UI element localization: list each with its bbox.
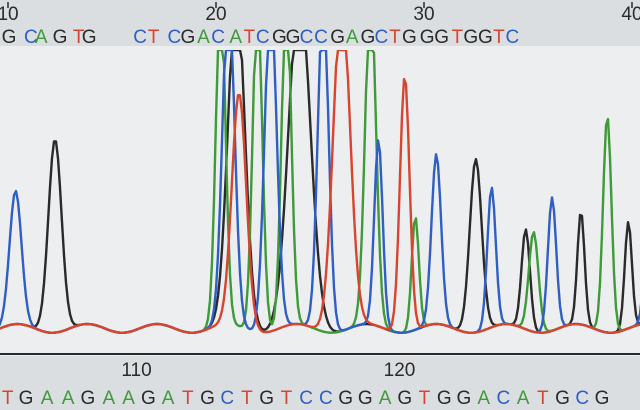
top-tick-label: 20 — [205, 4, 226, 25]
top-base-call: T — [389, 27, 401, 48]
bottom-base-call: A — [62, 388, 75, 409]
bottom-base-call: T — [241, 388, 253, 409]
bottom-base-call: A — [517, 388, 530, 409]
bottom-base-call: T — [182, 388, 194, 409]
bottom-base-call: A — [41, 388, 54, 409]
top-base-call: C — [211, 27, 225, 48]
top-base-calls: G CA G TG C T C G A C A T C GG C C G A G C T G G G T G G T C — [2, 27, 520, 48]
top-base-call: C — [256, 27, 270, 48]
top-base-call: C — [300, 27, 314, 48]
top-base-call: G — [181, 27, 196, 48]
top-base-call: G — [82, 27, 97, 48]
top-base-call: C — [374, 27, 388, 48]
top-base-call: C — [133, 27, 147, 48]
bottom-base-call: C — [220, 388, 234, 409]
bottom-tick-labels: 110120130 — [121, 360, 416, 381]
top-base-call: G — [53, 27, 68, 48]
top-base-call: T — [73, 27, 85, 48]
top-base-call: G — [402, 27, 417, 48]
top-base-call: G — [463, 27, 478, 48]
top-base-call: T — [148, 27, 160, 48]
top-base-call: G — [434, 27, 449, 48]
top-base-call: A — [35, 27, 48, 48]
top-base-call: G — [286, 27, 301, 48]
bottom-base-call: G — [358, 388, 373, 409]
top-base-call: G — [360, 27, 375, 48]
bottom-base-call: C — [319, 388, 333, 409]
bottom-base-call: A — [122, 388, 135, 409]
bottom-base-call: G — [80, 388, 95, 409]
bottom-base-call: A — [477, 388, 490, 409]
bottom-base-call: G — [437, 388, 452, 409]
bottom-base-call: C — [299, 388, 313, 409]
top-base-call: C — [314, 27, 328, 48]
bottom-tick-label: 110 — [121, 360, 151, 381]
top-base-call: G — [272, 27, 287, 48]
bottom-base-call: G — [200, 388, 215, 409]
top-base-call: G — [2, 27, 17, 48]
top-base-call: G — [330, 27, 345, 48]
bottom-tick-label: 120 — [384, 360, 416, 381]
bottom-base-call: G — [457, 388, 472, 409]
top-base-call: A — [346, 27, 359, 48]
bottom-base-call: T — [281, 388, 293, 409]
top-base-call: G — [478, 27, 493, 48]
trace-lines — [0, 50, 640, 334]
top-tick-label: 40 — [621, 4, 640, 25]
top-base-call: T — [243, 27, 255, 48]
bottom-base-call: A — [162, 388, 175, 409]
top-base-call: T — [451, 27, 463, 48]
top-tick-labels: 10 20 30 40 — [0, 2, 640, 25]
top-base-call: A — [197, 27, 210, 48]
bottom-base-call: A — [103, 388, 116, 409]
bottom-base-call: G — [141, 388, 156, 409]
bottom-base-call: G — [595, 388, 610, 409]
bottom-base-call: G — [397, 388, 412, 409]
top-base-call: A — [229, 27, 242, 48]
bottom-base-call: T — [537, 388, 549, 409]
top-base-call: G — [420, 27, 435, 48]
bottom-base-call: G — [555, 388, 570, 409]
top-base-call: C — [24, 27, 38, 48]
bottom-base-call: C — [497, 388, 511, 409]
top-base-call: T — [493, 27, 505, 48]
top-base-call: C — [506, 27, 520, 48]
bottom-base-call: C — [575, 388, 589, 409]
bottom-base-call: G — [338, 388, 353, 409]
top-tick-label: 10 — [0, 4, 19, 25]
bottom-base-call: T — [2, 388, 14, 409]
top-base-call: C — [168, 27, 182, 48]
bottom-base-call: T — [419, 388, 431, 409]
bottom-base-call: G — [19, 388, 34, 409]
top-tick-label: 30 — [413, 4, 434, 25]
bottom-base-call: A — [379, 388, 392, 409]
bottom-base-call: G — [259, 388, 274, 409]
trace-T — [0, 50, 640, 334]
